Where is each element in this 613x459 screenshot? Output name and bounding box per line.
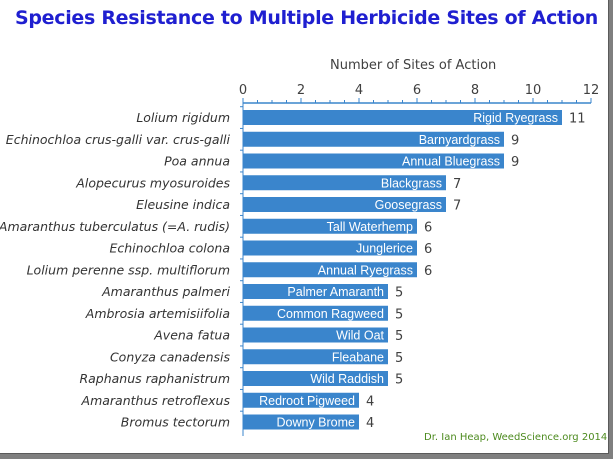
category-label: Amaranthus palmeri xyxy=(101,284,230,299)
category-label: Lolium rigidum xyxy=(136,110,230,125)
category-label: Ambrosia artemisiifolia xyxy=(85,306,230,321)
bar-value-label: 5 xyxy=(395,351,403,366)
bar-common-name: Fleabane xyxy=(332,350,384,364)
bar xyxy=(243,392,359,408)
bar xyxy=(243,110,562,125)
category-label: Bromus tectorum xyxy=(121,415,230,430)
bar xyxy=(243,197,446,212)
bar-value-label: 7 xyxy=(453,177,461,192)
bar xyxy=(243,349,388,365)
bar-common-name: Downy Brome xyxy=(277,416,356,430)
category-label: Echinochloa crus-galli var. crus-galli xyxy=(6,132,231,147)
chart-title: Species Resistance to Multiple Herbicide… xyxy=(14,7,599,29)
bar-value-label: 5 xyxy=(395,307,403,322)
x-tick-label: 2 xyxy=(297,83,305,98)
credit-text: Dr. Ian Heap, WeedScience.org 2014 xyxy=(424,432,608,443)
category-label: Amaranthus retroflexus xyxy=(81,393,231,408)
bar-value-label: 6 xyxy=(424,242,432,257)
bar xyxy=(243,131,504,147)
bar xyxy=(243,175,446,191)
bar-value-label: 6 xyxy=(424,220,432,235)
bar-common-name: Common Ragweed xyxy=(277,307,384,321)
category-label: Echinochloa colona xyxy=(109,241,230,256)
bar-common-name: Goosegrass xyxy=(375,198,442,212)
bar-value-label: 5 xyxy=(395,286,403,301)
bar-common-name: Redroot Pigweed xyxy=(259,394,355,408)
bar xyxy=(243,327,388,343)
bar-common-name: Junglerice xyxy=(356,242,413,256)
bar-value-label: 11 xyxy=(569,112,586,127)
bar-common-name: Tall Waterhemp xyxy=(327,220,413,234)
bar-value-label: 4 xyxy=(366,416,374,431)
bar xyxy=(243,414,359,430)
bar-value-label: 5 xyxy=(395,373,403,388)
bar xyxy=(243,305,388,321)
x-axis-label: Number of Sites of Action xyxy=(330,58,497,73)
bar-value-label: 9 xyxy=(511,133,519,148)
x-tick-label: 12 xyxy=(583,83,600,98)
bar-value-label: 7 xyxy=(453,199,461,214)
x-tick-label: 10 xyxy=(525,83,542,98)
x-tick-label: 4 xyxy=(355,83,363,98)
bar-common-name: Wild Raddish xyxy=(310,372,384,386)
bar-common-name: Wild Oat xyxy=(336,329,384,343)
category-label: Lolium perenne ssp. multiflorum xyxy=(27,262,230,277)
category-label: Amaranthus tuberculatus (=A. rudis) xyxy=(0,219,230,234)
bar-common-name: Annual Bluegrass xyxy=(402,155,500,169)
category-label: Poa annua xyxy=(164,154,230,169)
bar xyxy=(243,284,388,299)
category-label: Alopecurus myosuroides xyxy=(75,175,230,190)
bar-value-label: 5 xyxy=(395,329,403,344)
x-tick-label: 8 xyxy=(471,83,479,98)
category-label: Conyza canadensis xyxy=(110,349,231,364)
bar xyxy=(243,218,417,234)
bar xyxy=(243,153,504,169)
bar-common-name: Annual Ryegrass xyxy=(318,263,413,277)
bar-value-label: 9 xyxy=(511,155,519,170)
bar-value-label: 4 xyxy=(366,394,374,409)
x-tick-label: 6 xyxy=(413,83,421,98)
bar xyxy=(243,240,417,256)
x-tick-label: 0 xyxy=(239,83,247,98)
bar-common-name: Barnyardgrass xyxy=(419,133,500,147)
bar xyxy=(243,262,417,278)
bar xyxy=(243,371,388,386)
category-label: Avena fatua xyxy=(153,328,230,343)
bar-common-name: Rigid Ryegrass xyxy=(473,111,558,125)
bar-common-name: Blackgrass xyxy=(381,176,442,190)
category-label: Eleusine indica xyxy=(136,197,230,212)
category-label: Raphanus raphanistrum xyxy=(79,371,230,386)
bar-value-label: 6 xyxy=(424,264,432,279)
bar-common-name: Palmer Amaranth xyxy=(287,285,384,299)
